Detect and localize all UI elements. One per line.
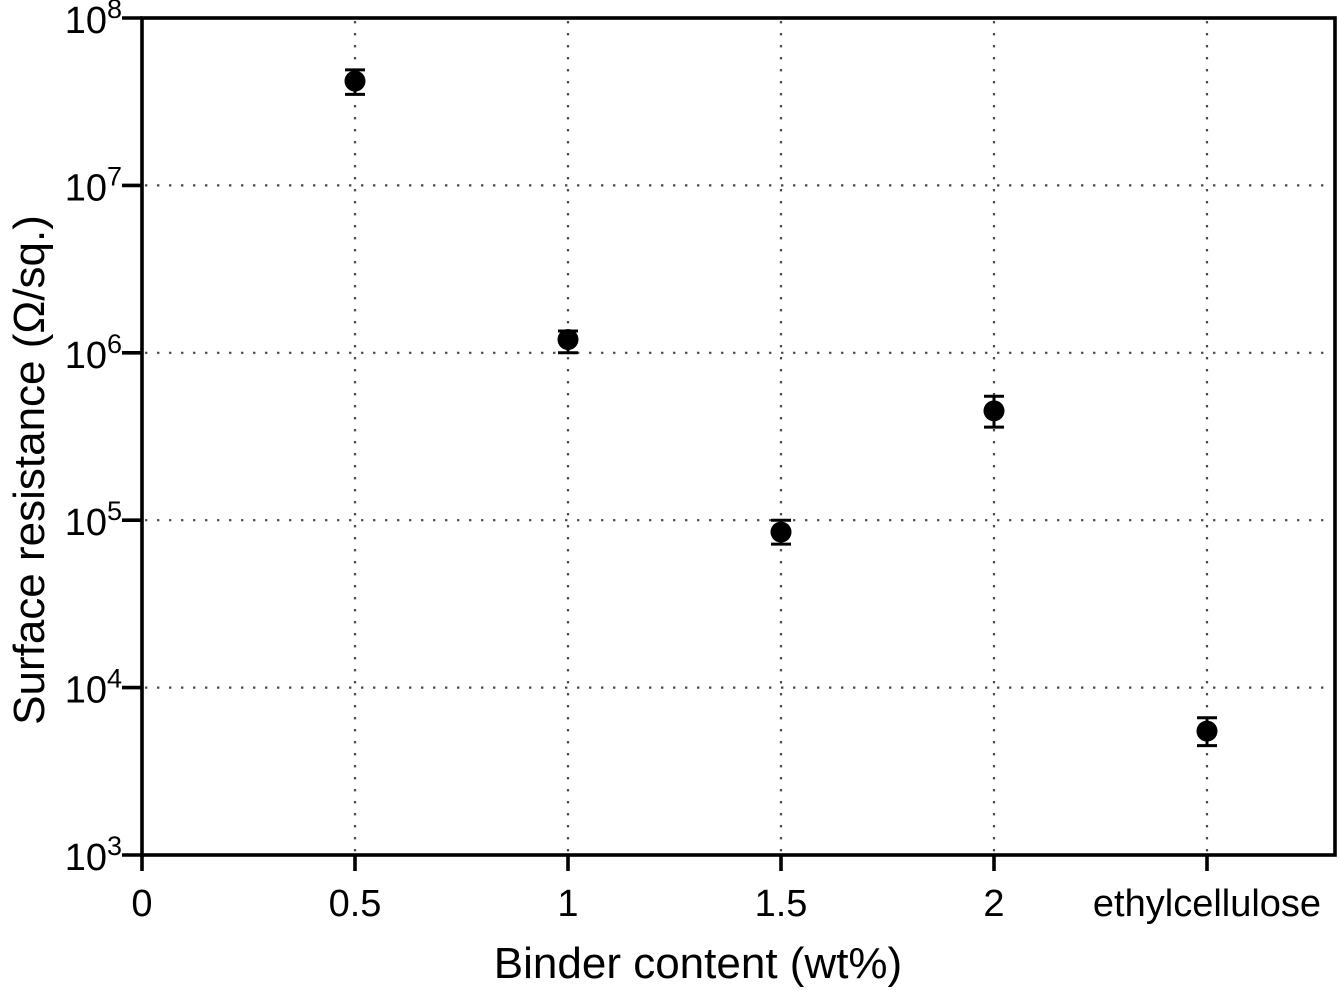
y-tick-label: 105 [65, 496, 122, 544]
x-tick-label: ethylcellulose [1093, 883, 1321, 925]
data-series-surface-resistance [344, 68, 1218, 748]
data-marker [344, 70, 366, 92]
data-marker [770, 521, 792, 543]
x-tick-label: 2 [983, 883, 1004, 925]
grid-layer [145, 21, 1332, 852]
x-tick-label: 1 [557, 883, 578, 925]
data-point-1 [557, 329, 579, 355]
plot-border [140, 16, 1337, 857]
data-marker [1196, 720, 1218, 742]
data-marker [983, 400, 1005, 422]
data-point-1.5 [770, 518, 792, 546]
y-tick-label: 104 [65, 664, 122, 712]
y-tick-label: 103 [65, 831, 122, 879]
y-axis-title: Surface resistance (Ω/sq.) [5, 215, 54, 725]
x-axis-title: Binder content (wt%) [494, 939, 902, 988]
y-tick-label: 108 [65, 0, 122, 42]
y-tick-label: 106 [65, 329, 122, 377]
x-tick-label: 0 [131, 883, 152, 925]
x-tick-label: 0.5 [329, 883, 382, 925]
data-point-ethylcellulose [1196, 716, 1218, 748]
axis-layer [122, 16, 1337, 871]
tick-label-layer: 0 0.5 1 1.5 2 ethylcellulose 103 104 105 106 107 10… [65, 0, 1321, 925]
data-point-0.5 [344, 68, 366, 96]
data-point-2 [983, 394, 1005, 429]
data-marker [557, 329, 579, 351]
y-tick-label: 107 [65, 161, 122, 209]
x-tick-label: 1.5 [755, 883, 808, 925]
